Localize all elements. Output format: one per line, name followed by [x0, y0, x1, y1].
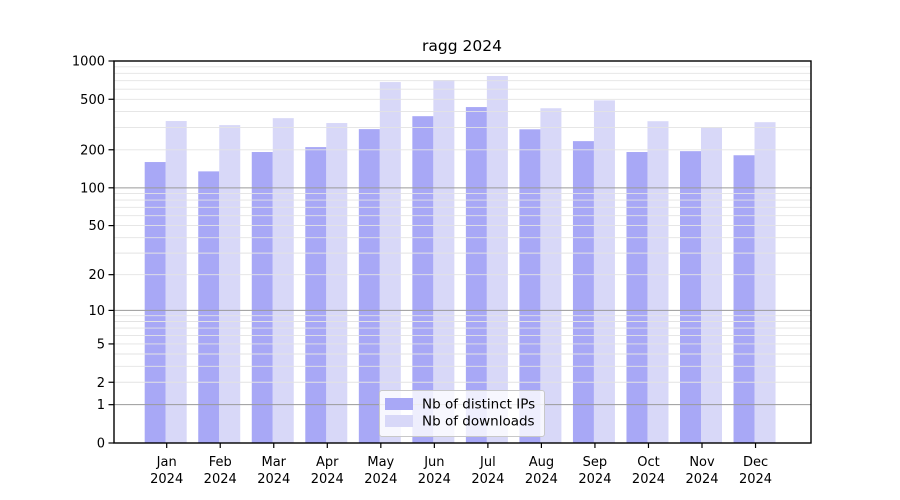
x-axis-label-year-dec: 2024: [739, 472, 772, 487]
legend-swatch-downloads-icon: [385, 415, 413, 427]
bar-nb-of-downloads-jul: [486, 76, 508, 443]
x-axis-label-month-mar: Mar: [261, 455, 286, 470]
x-axis-label-month-feb: Feb: [209, 455, 232, 470]
y-axis-tick-label-10: 10: [88, 304, 105, 319]
y-axis-tick-label-200: 200: [80, 143, 105, 158]
bar-nb-of-distinct-ips-mar: [251, 152, 273, 443]
x-axis-label-month-dec: Dec: [743, 455, 768, 470]
y-axis-tick-label-20: 20: [88, 268, 105, 283]
x-axis-label-month-jun: Jun: [423, 455, 444, 470]
y-axis-tick-label-1: 1: [97, 398, 105, 413]
plot-frame: [113, 60, 812, 444]
bar-nb-of-distinct-ips-dec: [733, 155, 755, 443]
bar-nb-of-downloads-feb: [219, 125, 241, 443]
legend: Nb of distinct IPs Nb of downloads: [379, 390, 545, 437]
legend-label-distinct-ips: Nb of distinct IPs: [422, 397, 535, 413]
y-axis-tick-label-100: 100: [80, 181, 105, 196]
bar-nb-of-downloads-oct: [647, 121, 669, 444]
x-axis-label-year-jun: 2024: [418, 472, 451, 487]
x-axis-label-year-jul: 2024: [471, 472, 504, 487]
y-axis-tick-label-50: 50: [88, 219, 105, 234]
y-axis-tick-label-2: 2: [97, 376, 105, 391]
x-axis-label-year-nov: 2024: [685, 472, 718, 487]
x-axis-label-month-may: May: [367, 455, 394, 470]
legend-label-downloads: Nb of downloads: [422, 414, 535, 430]
grid-layer: [114, 66, 811, 406]
bar-nb-of-downloads-jan: [165, 121, 187, 444]
x-axis-label-year-jan: 2024: [150, 472, 183, 487]
x-axis-label-month-aug: Aug: [529, 455, 554, 470]
x-axis-label-month-sep: Sep: [583, 455, 608, 470]
x-axis-label-year-apr: 2024: [311, 472, 344, 487]
bar-nb-of-distinct-ips-may: [358, 129, 380, 443]
chart-title: ragg 2024: [422, 37, 502, 55]
y-axis-tick-label-0: 0: [97, 437, 105, 452]
x-axis-label-month-jan: Jan: [156, 455, 177, 470]
x-axis-label-month-oct: Oct: [637, 455, 659, 470]
bar-nb-of-distinct-ips-feb: [198, 171, 220, 443]
legend-box: [379, 390, 545, 437]
y-axis-tick-label-500: 500: [80, 93, 105, 108]
axes-layer: 0 1 2 5 10 20 50 100 200 500 1000 Jan 2024 Feb 2024 Mar…: [72, 55, 812, 487]
bar-nb-of-downloads-dec: [754, 122, 776, 443]
bar-nb-of-downloads-apr: [326, 123, 348, 444]
x-axis-label-year-mar: 2024: [257, 472, 290, 487]
y-axis-tick-label-1000: 1000: [72, 55, 105, 70]
x-axis-label-month-nov: Nov: [689, 455, 715, 470]
x-axis-label-year-sep: 2024: [578, 472, 611, 487]
bar-nb-of-distinct-ips-jun: [412, 116, 434, 444]
bar-nb-of-downloads-nov: [701, 127, 722, 443]
bar-nb-of-distinct-ips-oct: [626, 152, 648, 443]
x-axis-label-year-feb: 2024: [204, 472, 237, 487]
legend-swatch-distinct-ips-icon: [385, 398, 413, 410]
x-axis-label-year-may: 2024: [364, 472, 397, 487]
x-axis-label-year-aug: 2024: [525, 472, 558, 487]
bar-nb-of-downloads-may: [379, 82, 401, 443]
bar-nb-of-downloads-jun: [433, 79, 455, 443]
bar-nb-of-distinct-ips-apr: [305, 147, 327, 444]
bar-nb-of-distinct-ips-jan: [144, 162, 166, 444]
x-axis-label-month-jul: Jul: [479, 455, 496, 470]
bars-layer: [144, 76, 776, 444]
bar-nb-of-distinct-ips-sep: [572, 141, 594, 444]
y-axis-tick-label-5: 5: [97, 337, 105, 352]
bar-nb-of-distinct-ips-nov: [680, 151, 701, 443]
bar-nb-of-downloads-sep: [593, 100, 615, 444]
x-axis-label-month-apr: Apr: [316, 455, 339, 470]
bar-nb-of-downloads-mar: [272, 118, 294, 444]
x-axis-label-year-oct: 2024: [632, 472, 665, 487]
bar-nb-of-downloads-aug: [540, 108, 562, 444]
